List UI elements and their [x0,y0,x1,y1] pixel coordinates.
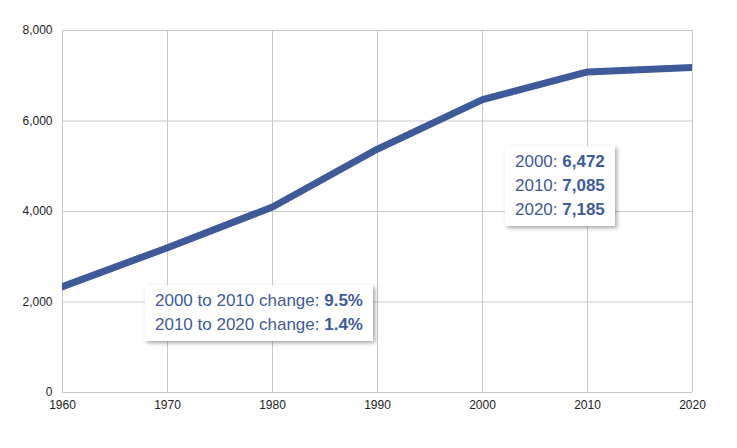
svg-text:1970: 1970 [154,398,181,412]
svg-text:1980: 1980 [259,398,286,412]
svg-text:2,000: 2,000 [22,295,52,309]
html-text:2010 to 2020 change: 1.4%: 2010 to 2020 change: 1.4% [155,315,363,334]
html-text:2020: 7,185: 2020: 7,185 [515,200,605,219]
svg-text:2000: 2000 [469,398,496,412]
svg-text:2010: 2010 [574,398,601,412]
html-text:2000: 6,472: 2000: 6,472 [515,152,605,171]
svg-text:1960: 1960 [49,398,76,412]
svg-text:6,000: 6,000 [22,114,52,128]
svg-text:0: 0 [46,385,53,399]
html-text:2000 to 2010 change: 9.5%: 2000 to 2010 change: 9.5% [155,291,363,310]
svg-text:2020: 2020 [679,398,706,412]
svg-text:1990: 1990 [364,398,391,412]
html-text:2010: 7,085: 2010: 7,085 [515,176,605,195]
svg-text:8,000: 8,000 [22,23,52,37]
svg-text:4,000: 4,000 [22,204,52,218]
